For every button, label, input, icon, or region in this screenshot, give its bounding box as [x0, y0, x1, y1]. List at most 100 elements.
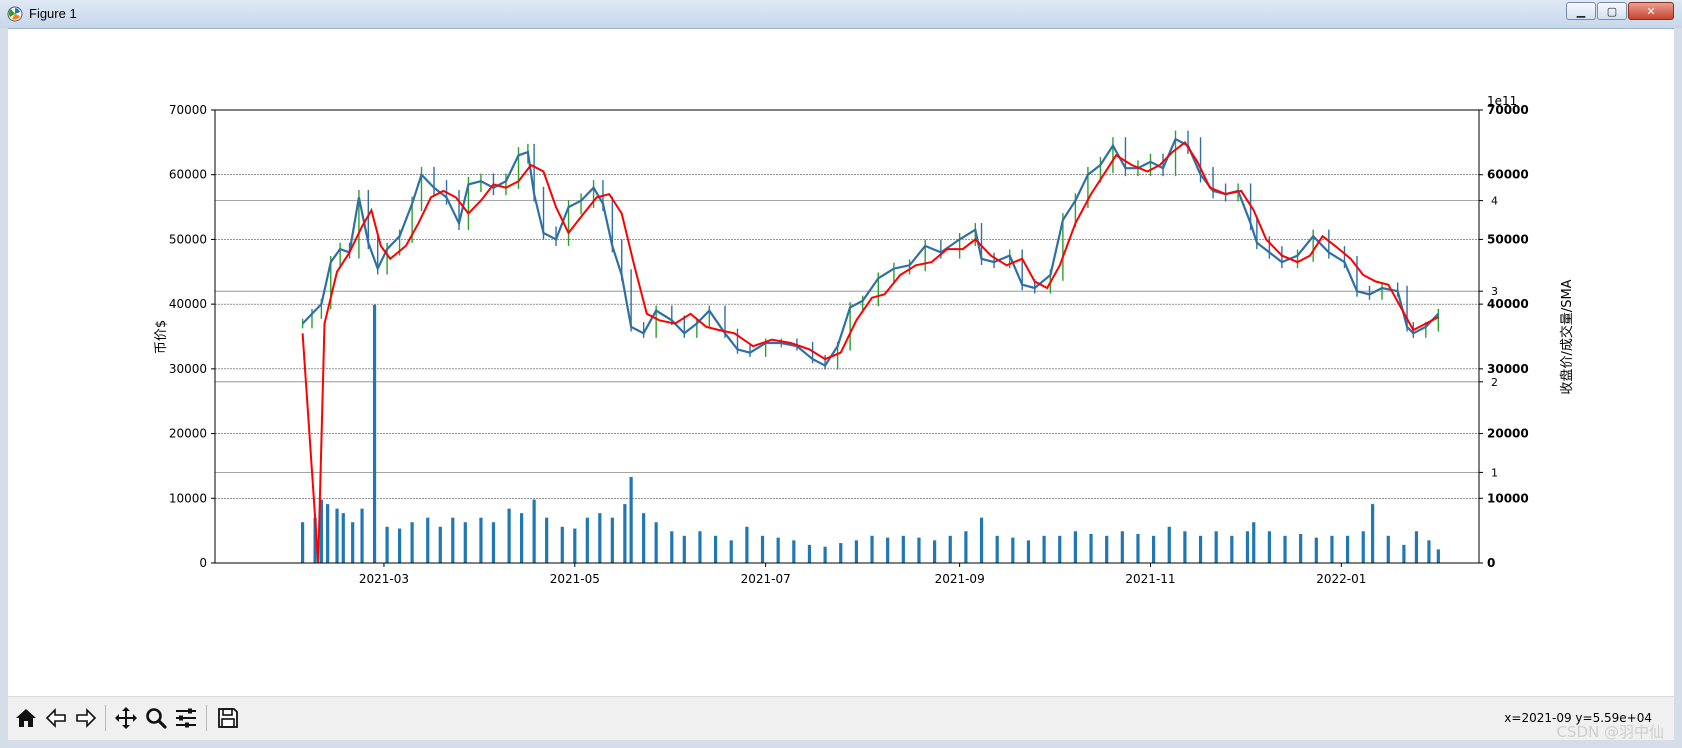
y-tick-label-right: 30000: [1487, 362, 1529, 376]
x-tick-label: 2021-05: [550, 572, 600, 586]
volume-bar: [1427, 540, 1431, 563]
volume-bar: [1361, 531, 1365, 563]
y-tick-label-right: 50000: [1487, 232, 1529, 246]
volume-bar: [1214, 531, 1218, 563]
volume-bar: [1436, 549, 1440, 563]
home-button[interactable]: [12, 704, 40, 732]
volume-bar: [1026, 540, 1031, 563]
volume-bar: [560, 526, 564, 563]
volume-bar: [792, 540, 796, 563]
back-button[interactable]: [42, 704, 70, 732]
volume-bar: [933, 540, 937, 563]
volume-bar: [426, 517, 430, 563]
volume-tick-label: 1: [1491, 466, 1498, 479]
forward-button[interactable]: [72, 704, 100, 732]
volume-bar: [995, 535, 999, 563]
maximize-button[interactable]: ▢: [1597, 2, 1627, 20]
home-icon: [16, 709, 36, 727]
volume-bar: [326, 504, 330, 563]
volume-bar: [729, 540, 733, 563]
volume-bar: [917, 537, 921, 563]
volume-bar: [1402, 544, 1406, 563]
window-border-bottom: [0, 740, 1682, 748]
zoom-button[interactable]: [142, 704, 170, 732]
minimize-button[interactable]: ▁: [1566, 2, 1596, 20]
volume-bar: [1345, 535, 1350, 563]
volume-bar: [1042, 535, 1046, 563]
x-tick-label: 2021-07: [741, 572, 791, 586]
volume-bar: [1314, 537, 1318, 563]
volume-bar: [410, 522, 414, 563]
volume-bar: [948, 535, 952, 563]
volume-bar: [301, 522, 305, 563]
price-chart[interactable]: 0 0 10000 10000 20000 20000 30000 30000 40000 400…: [8, 29, 1674, 696]
volume-bar: [745, 526, 749, 563]
watermark: CSDN @羽中仙: [1556, 723, 1664, 741]
volume-bar: [610, 517, 614, 563]
volume-bar: [335, 508, 339, 563]
subplots-button[interactable]: [172, 704, 200, 732]
axis-layer: 0 0 10000 10000 20000 20000 30000 30000 40000 400…: [169, 103, 1529, 586]
volume-bar: [545, 517, 549, 563]
floppy-disk-icon: [218, 708, 238, 728]
y-tick-label: 50000: [169, 232, 207, 246]
y-axis-label: 币价$: [154, 320, 169, 354]
volume-bar: [642, 513, 646, 563]
volume-bar: [1386, 535, 1390, 563]
cursor-coordinates: x=2021-09 y=5.59e+04: [1504, 711, 1652, 725]
volume-tick-label: 2: [1491, 376, 1498, 389]
volume-bar: [839, 543, 843, 563]
volume-tick-label: 3: [1491, 285, 1498, 298]
volume-bar: [776, 537, 780, 563]
volume-bar: [507, 508, 511, 563]
volume-bar: [807, 544, 812, 563]
volume-bar: [479, 517, 483, 563]
y-tick-label: 70000: [169, 103, 207, 117]
x-tick-label: 2021-09: [935, 572, 985, 586]
y-tick-label-right: 0: [1487, 556, 1495, 570]
volume-bar: [1283, 535, 1287, 563]
volume-bar: [1136, 534, 1140, 563]
grid-layer: [215, 174, 1479, 499]
close-button[interactable]: ✕: [1628, 2, 1674, 20]
volume-bar: [532, 499, 536, 563]
pan-button[interactable]: [112, 704, 140, 732]
save-button[interactable]: [214, 704, 242, 732]
volume-bar: [1073, 531, 1077, 563]
axes-frame: [214, 109, 1480, 564]
volume-bar: [1089, 534, 1093, 563]
volume-bar: [629, 476, 633, 563]
x-tick-label: 2021-03: [359, 572, 409, 586]
volume-bar: [713, 535, 718, 563]
matplotlib-icon: [7, 6, 23, 22]
window-border-right: [1674, 28, 1682, 748]
navigation-toolbar: x=2021-09 y=5.59e+04: [8, 696, 1674, 741]
window-title: Figure 1: [29, 6, 77, 21]
offset-text: 1e11: [1487, 94, 1517, 108]
volume-bar: [451, 517, 455, 563]
figure-canvas[interactable]: 0 0 10000 10000 20000 20000 30000 30000 40000 400…: [8, 29, 1674, 696]
volume-bar: [1011, 537, 1015, 563]
close-icon: ✕: [1646, 4, 1656, 18]
volume-bar: [1167, 526, 1171, 563]
arrow-right-icon: [76, 708, 97, 728]
y-tick-label: 10000: [169, 491, 207, 505]
volume-bar: [1105, 535, 1109, 563]
move-icon: [115, 707, 137, 729]
volume-bar: [854, 540, 858, 563]
volume-bar: [438, 526, 442, 563]
volume-bar: [585, 517, 589, 563]
y-tick-label-right: 60000: [1487, 168, 1529, 182]
volume-bar: [654, 522, 658, 563]
volume-bar: [1058, 535, 1062, 563]
y-tick-label: 40000: [169, 297, 207, 311]
volume-bar: [1183, 531, 1187, 563]
volume-bar: [1299, 534, 1303, 563]
volume-bar: [1267, 531, 1271, 563]
y-tick-label: 30000: [169, 362, 207, 376]
line-layer: [301, 137, 1440, 564]
y-tick-label-right: 10000: [1487, 491, 1529, 505]
title-bar[interactable]: Figure 1 ▁ ▢ ✕: [0, 0, 1682, 29]
volume-bar: [964, 531, 968, 563]
